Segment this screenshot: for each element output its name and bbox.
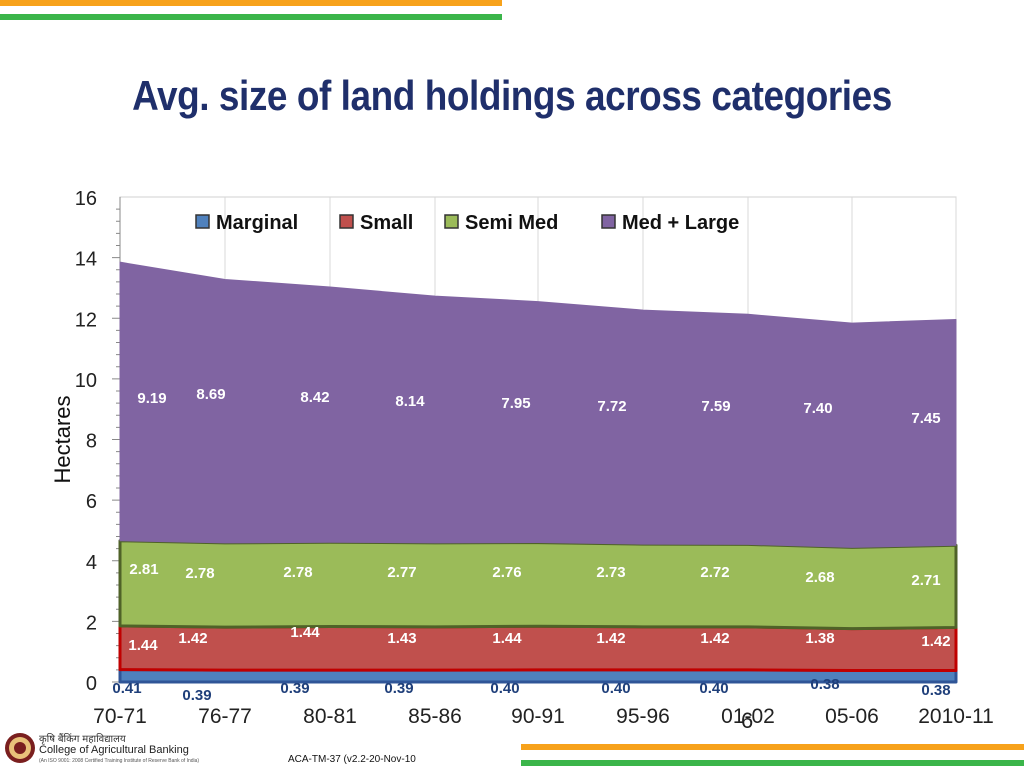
- x-tick-label: 95-96: [616, 705, 670, 728]
- x-tick-label: 70-71: [93, 705, 147, 728]
- legend-swatch: [601, 214, 616, 229]
- data-label: 8.42: [300, 389, 329, 406]
- legend-entry: Med + Large: [622, 212, 739, 234]
- x-tick-label: 2010-11: [918, 705, 994, 728]
- y-axis-label: Hectares: [50, 395, 75, 483]
- legend-swatch: [444, 214, 459, 229]
- data-label: 2.78: [283, 564, 312, 581]
- x-tick-label: 01-02: [721, 705, 775, 728]
- data-label: 7.95: [501, 395, 530, 412]
- data-label: 2.81: [129, 561, 158, 578]
- data-label: 2.68: [805, 569, 834, 586]
- org-name: College of Agricultural Banking: [39, 744, 189, 756]
- x-tick-label: 80-81: [303, 705, 357, 728]
- data-label: 2.72: [700, 564, 729, 581]
- y-tick-label: 14: [75, 249, 97, 271]
- top-orange-bar: [0, 0, 502, 6]
- page-number: 6: [741, 708, 754, 733]
- slide-title: Avg. size of land holdings across catego…: [132, 72, 892, 119]
- data-label: 0.38: [810, 676, 839, 693]
- data-label: 1.42: [700, 630, 729, 647]
- data-label: 7.72: [597, 398, 626, 415]
- y-tick-label: 0: [86, 673, 97, 695]
- data-label: 2.73: [596, 564, 625, 581]
- data-label: 0.40: [601, 680, 630, 697]
- data-label: 2.77: [387, 564, 416, 581]
- data-label: 2.78: [185, 565, 214, 582]
- y-tick-label: 2: [86, 612, 97, 634]
- data-label: 7.59: [701, 398, 730, 415]
- x-tick-label: 05-06: [825, 705, 879, 728]
- data-label: 7.40: [803, 400, 832, 417]
- data-label: 0.39: [384, 680, 413, 697]
- legend-swatch: [339, 214, 354, 229]
- y-tick-label: 10: [75, 370, 97, 392]
- top-green-bar: [0, 14, 502, 20]
- data-label: 2.76: [492, 564, 521, 581]
- med-large-area: [119, 261, 957, 548]
- document-code: ACA-TM-37 (v2.2-20-Nov-10: [288, 754, 416, 765]
- x-tick-label: 90-91: [511, 705, 565, 728]
- legend-entry: Small: [360, 212, 413, 234]
- org-subtitle: (An ISO 9001: 2008 Certified Training In…: [39, 758, 200, 764]
- data-label: 2.71: [911, 572, 940, 589]
- x-tick-label: 76-77: [198, 705, 252, 728]
- bottom-orange-bar: [521, 744, 1024, 750]
- data-label: 1.38: [805, 630, 834, 647]
- data-label: 0.39: [182, 687, 211, 704]
- x-tick-label: 85-86: [408, 705, 462, 728]
- data-label: 7.45: [911, 410, 940, 427]
- data-label: 0.40: [699, 680, 728, 697]
- college-logo-icon: [5, 733, 35, 763]
- data-label: 0.38: [921, 682, 950, 699]
- legend-entry: Semi Med: [465, 212, 558, 234]
- org-hindi-name: कृषि बैंकिंग महाविद्यालय: [39, 734, 126, 745]
- data-label: 8.14: [395, 393, 425, 410]
- data-label: 9.19: [137, 390, 166, 407]
- y-tick-label: 4: [86, 552, 97, 574]
- data-label: 0.40: [490, 680, 519, 697]
- data-label: 1.44: [492, 630, 522, 647]
- data-label: 1.42: [596, 630, 625, 647]
- y-tick-label: 6: [86, 491, 97, 513]
- y-tick-label: 12: [75, 309, 97, 331]
- data-label: 1.42: [178, 630, 207, 647]
- data-label: 1.42: [921, 633, 950, 650]
- data-label: 0.41: [112, 680, 141, 697]
- data-label: 8.69: [196, 386, 225, 403]
- data-label: 1.44: [128, 637, 158, 654]
- y-tick-label: 8: [86, 431, 97, 453]
- y-tick-label: 16: [75, 188, 97, 210]
- bottom-green-bar: [521, 760, 1024, 766]
- legend-swatch: [195, 214, 210, 229]
- data-label: 1.44: [290, 624, 320, 641]
- data-label: 0.39: [280, 680, 309, 697]
- data-label: 1.43: [387, 630, 416, 647]
- legend-entry: Marginal: [216, 212, 298, 234]
